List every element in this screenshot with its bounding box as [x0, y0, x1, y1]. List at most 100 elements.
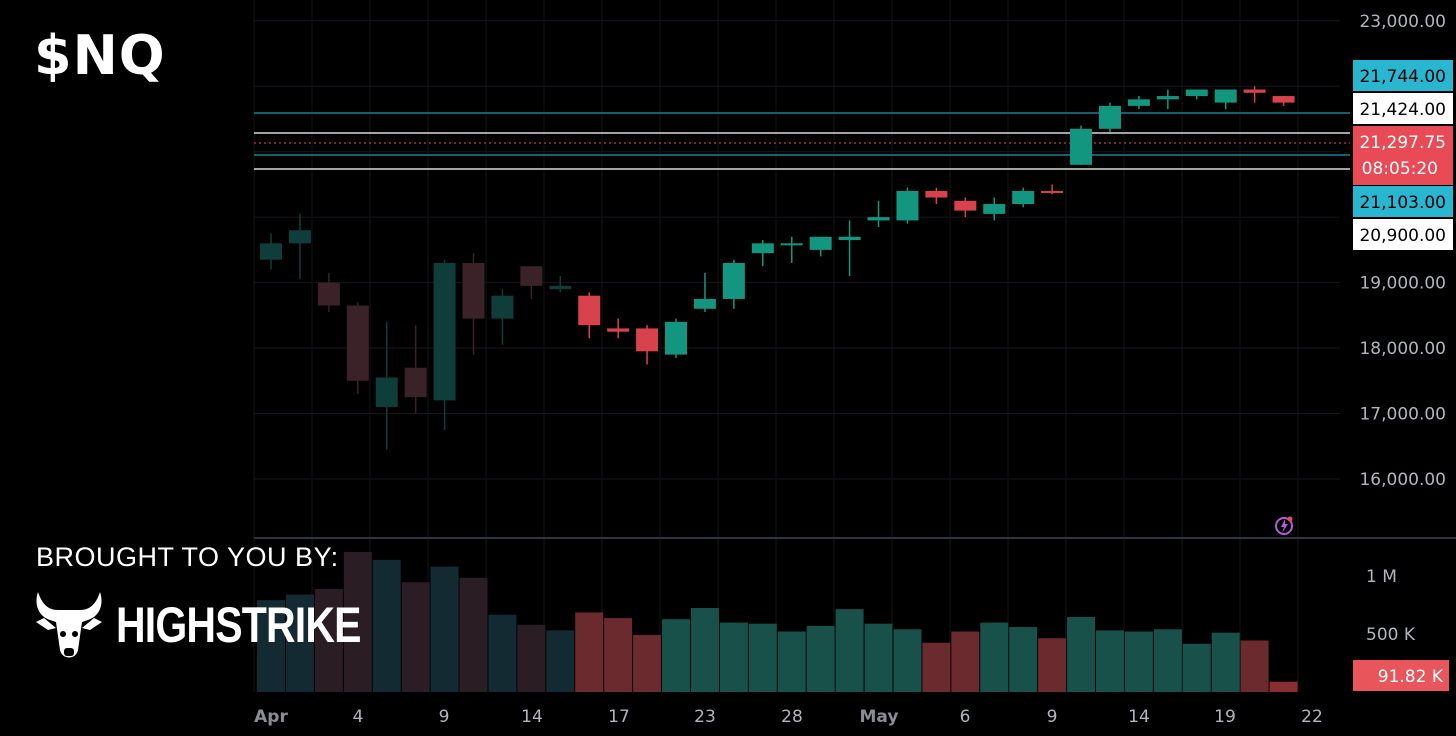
volume-bar — [430, 566, 459, 692]
time-tick-label: 22 — [1301, 707, 1323, 727]
current-volume-box — [1353, 660, 1449, 691]
price-line-label-box — [1353, 93, 1453, 124]
price-line-label-box — [1353, 186, 1453, 217]
candle-body — [346, 305, 369, 381]
time-axis[interactable]: Apr 4 9 14 17 23 28 May 6 9 14 19 22 — [254, 707, 1323, 727]
volume-bar — [1067, 616, 1096, 692]
volume-bar — [1009, 627, 1038, 692]
volume-bar — [1153, 629, 1182, 692]
candle-body — [751, 243, 774, 254]
current-price-countdown: 08:05:20 — [1362, 159, 1438, 179]
candle-body — [1070, 128, 1093, 165]
ticker-title: $NQ — [34, 24, 166, 87]
candle-body — [520, 266, 543, 286]
volume-bar — [372, 559, 401, 692]
candle-body — [693, 298, 716, 309]
time-tick-label: 9 — [439, 707, 450, 727]
time-tick-label: 19 — [1214, 707, 1236, 727]
volume-bar — [401, 582, 430, 692]
volume-bar — [922, 642, 951, 692]
candle-body — [1041, 190, 1064, 193]
volume-bar — [1211, 632, 1240, 692]
candle-body — [260, 243, 282, 260]
candle-body — [317, 282, 340, 306]
volume-bar — [1240, 640, 1269, 692]
candle-body — [1243, 89, 1266, 93]
candle-body — [433, 262, 456, 401]
time-tick-label: 14 — [521, 707, 543, 727]
candle-body — [607, 328, 630, 332]
candle-body — [404, 367, 427, 398]
price-line-label-box — [1353, 219, 1453, 250]
candle-body — [578, 295, 601, 326]
candle-body — [549, 285, 572, 290]
time-tick-label: 14 — [1128, 707, 1150, 727]
candle-body — [491, 295, 514, 319]
brand-name: HIGHSTRIKE — [116, 597, 361, 653]
volume-bar — [1124, 631, 1153, 692]
volume-bar — [459, 577, 488, 692]
price-tick-label: 17,000.00 — [1359, 405, 1446, 425]
candle-body — [375, 377, 398, 407]
candle-body — [780, 243, 803, 246]
price-lines — [254, 112, 1350, 170]
price-line-label: 21,103.00 — [1359, 193, 1446, 213]
price-tick-label: 23,000.00 — [1359, 12, 1446, 32]
price-axis[interactable]: 23,000.00 19,000.00 18,000.00 17,000.00 16,0… — [1359, 12, 1446, 490]
current-volume-value: 91.82 K — [1378, 667, 1444, 687]
volume-bar — [719, 622, 748, 692]
volume-bar — [1182, 643, 1211, 692]
volume-bars — [257, 552, 1298, 692]
time-tick-label: 9 — [1047, 707, 1058, 727]
volume-bar — [1038, 638, 1067, 692]
candle-body — [838, 236, 861, 241]
candle-body — [896, 190, 919, 221]
volume-bar — [951, 631, 980, 692]
volume-bar — [285, 594, 314, 692]
candle-body — [288, 230, 311, 244]
current-price-box — [1353, 126, 1453, 185]
candle-body — [1012, 190, 1035, 205]
volume-bar — [893, 629, 922, 692]
sponsor-tagline: BROUGHT TO YOU BY: — [36, 542, 339, 572]
candle-body — [983, 204, 1006, 214]
time-tick-label: 23 — [694, 707, 716, 727]
volume-bar — [546, 630, 575, 692]
candle-body — [1185, 89, 1208, 97]
volume-bar — [314, 588, 343, 692]
volume-bar — [690, 608, 719, 692]
volume-bar — [604, 618, 633, 692]
candle-body — [1156, 96, 1179, 100]
time-tick-label: Apr — [254, 707, 288, 727]
candle-body — [925, 190, 948, 198]
flash-icon[interactable] — [1275, 516, 1293, 535]
candle-body — [809, 236, 832, 250]
candle-body — [636, 328, 659, 352]
time-tick-label: 17 — [608, 707, 630, 727]
volume-bar — [517, 624, 546, 692]
volume-axis[interactable]: 1 M 500 K — [1366, 567, 1416, 645]
candle-body — [665, 321, 688, 355]
candles — [260, 86, 1295, 450]
candle-body — [462, 262, 485, 319]
candle-body — [954, 200, 977, 211]
candle-body — [1127, 99, 1150, 106]
volume-bar — [633, 634, 662, 692]
time-tick-label: 6 — [960, 707, 971, 727]
volume-bar — [257, 600, 285, 692]
price-line-label: 20,900.00 — [1359, 226, 1446, 246]
price-line-label: 21,744.00 — [1359, 67, 1446, 87]
volume-bar — [806, 625, 835, 692]
candle-body — [1214, 89, 1237, 103]
volume-bar — [343, 552, 372, 692]
volume-bar — [777, 631, 806, 692]
candle-body — [722, 262, 745, 299]
volume-bar — [980, 622, 1009, 692]
volume-bar — [1269, 681, 1298, 692]
price-tick-label: 19,000.00 — [1359, 274, 1446, 294]
volume-bar — [835, 609, 864, 692]
candle-body — [1098, 105, 1121, 129]
bull-head-icon — [36, 592, 102, 658]
chart-grid — [253, 0, 1340, 692]
